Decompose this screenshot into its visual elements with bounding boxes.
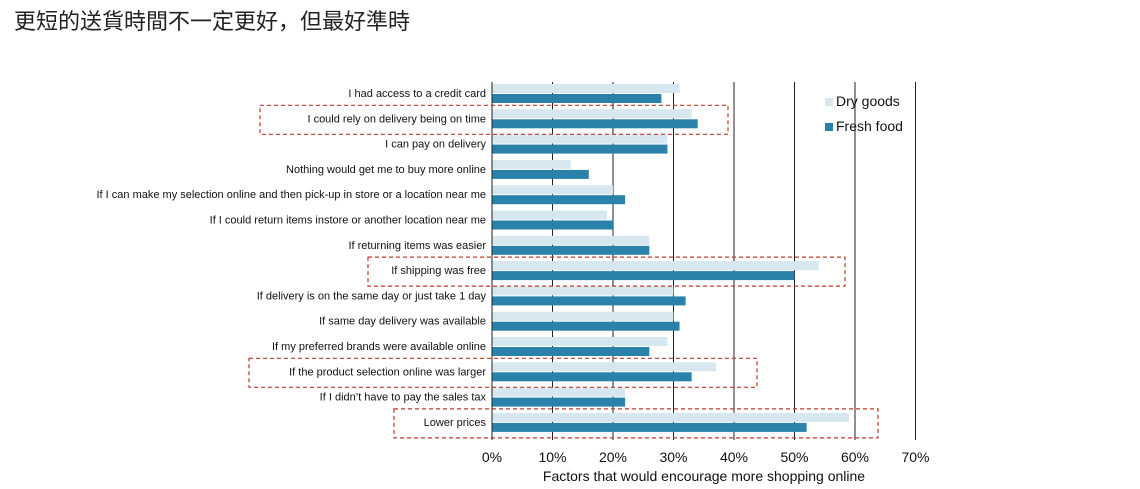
bar-dry-goods-8 [492,286,674,296]
category-label: If I could return items instore or anoth… [210,215,486,227]
x-tick-label: 60% [841,449,869,465]
bar-dry-goods-11 [492,362,716,372]
bar-dry-goods-1 [492,109,692,119]
x-tick-label: 70% [901,449,929,465]
category-label: If I can make my selection online and th… [97,189,487,201]
bar-dry-goods-3 [492,159,571,169]
x-tick-label: 10% [538,449,566,465]
bar-fresh-food-10 [492,347,650,356]
bar-fresh-food-5 [492,220,613,230]
legend-label-dry-goods: Dry goods [836,93,900,109]
highlight-box-7 [367,256,846,287]
bar-dry-goods-13 [492,412,849,422]
category-label: Lower prices [424,417,487,429]
category-label: If my preferred brands were available on… [272,341,486,353]
bar-dry-goods-4 [492,185,613,195]
bar-fresh-food-13 [492,422,807,432]
x-tick-label: 30% [659,449,687,465]
category-label: Nothing would get me to buy more online [286,164,486,176]
category-label: If I didn’t have to pay the sales tax [320,392,487,404]
category-label: If same day delivery was available [319,316,486,328]
highlight-box-1 [259,104,729,135]
bar-dry-goods-6 [492,235,650,245]
bar-dry-goods-5 [492,210,607,220]
bar-dry-goods-2 [492,134,668,144]
bar-dry-goods-10 [492,337,668,346]
x-tick-label: 0% [482,449,502,465]
bar-fresh-food-1 [492,119,698,129]
category-label: If returning items was easier [348,240,486,252]
bar-dry-goods-0 [492,84,680,93]
x-tick-label: 20% [599,449,627,465]
x-axis-title: Factors that would encourage more shoppi… [543,468,865,484]
bar-dry-goods-12 [492,387,626,397]
bar-dry-goods-9 [492,311,674,321]
x-tick-label: 50% [780,449,808,465]
bar-fresh-food-7 [492,271,795,281]
page-title: 更短的送貨時間不一定更好，但最好準時 [14,10,411,35]
bar-fresh-food-3 [492,169,589,179]
bar-fresh-food-12 [492,397,626,407]
bar-fresh-food-6 [492,245,650,255]
category-label: If the product selection online was larg… [289,366,486,378]
category-label: If shipping was free [391,265,486,277]
highlight-box-11 [248,357,758,388]
bar-fresh-food-4 [492,195,626,205]
legend-swatch-dry-goods [825,98,833,106]
category-label: If delivery is on the same day or just t… [257,290,487,302]
bar-fresh-food-8 [492,296,686,306]
bar-fresh-food-2 [492,144,668,154]
bar-fresh-food-11 [492,372,692,382]
category-label: I had access to a credit card [348,88,486,100]
category-label: I can pay on delivery [385,139,486,151]
bar-fresh-food-0 [492,94,662,103]
highlight-box-13 [393,408,879,439]
bar-fresh-food-9 [492,321,680,331]
x-tick-label: 40% [720,449,748,465]
legend-swatch-fresh-food [825,123,833,131]
category-label: I could rely on delivery being on time [307,113,486,125]
bar-dry-goods-7 [492,261,819,271]
legend-label-fresh-food: Fresh food [836,118,903,134]
